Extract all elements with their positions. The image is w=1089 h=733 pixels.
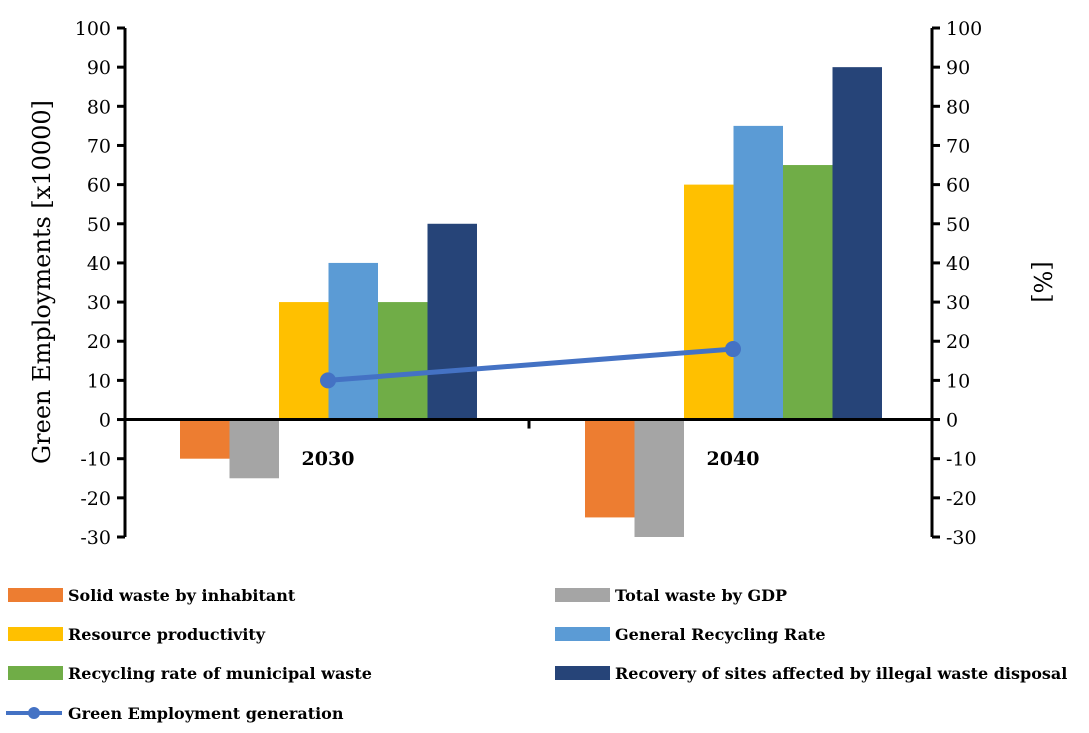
line-green-employment — [327, 346, 734, 383]
legend: Solid waste by inhabitant Total waste by … — [6, 586, 1067, 723]
bar-recovery-of-sites-affected-by-illegal-waste-disposal-2030 — [427, 223, 477, 420]
left-tick-label: -30 — [80, 527, 111, 549]
legend-label: Recycling rate of municipal waste — [68, 664, 372, 683]
legend-swatch — [555, 588, 610, 602]
bar-general-recycling-rate-2040 — [733, 125, 783, 420]
axes-group — [123, 28, 934, 537]
left-tick-label: 60 — [87, 175, 111, 197]
right-tick-label: 0 — [946, 410, 958, 432]
category-label-2030: 2030 — [302, 448, 355, 470]
left-tick-label: 100 — [75, 18, 111, 40]
legend-swatch — [555, 666, 610, 680]
category-label-2040: 2040 — [707, 448, 760, 470]
legend-swatch — [8, 627, 63, 641]
right-tick-label: 80 — [946, 96, 970, 118]
left-tick-label: 70 — [87, 135, 111, 157]
right-tick-label: -10 — [946, 449, 977, 471]
category-labels: 2030 2040 — [302, 448, 760, 470]
left-tick-label: 50 — [87, 214, 111, 236]
legend-label: Green Employment generation — [68, 704, 344, 723]
bar-resource-productivity-2030 — [279, 302, 329, 420]
right-tick-label: 60 — [946, 175, 970, 197]
bar-recycling-rate-of-municipal-waste-2030 — [378, 302, 428, 420]
legend-swatch — [8, 588, 63, 602]
right-tick-label: 50 — [946, 214, 970, 236]
y2-axis-title: [%] — [1028, 261, 1056, 303]
right-tick-label: 100 — [946, 18, 982, 40]
legend-swatch — [8, 666, 63, 680]
bars-group — [180, 67, 882, 537]
legend-label: Solid waste by inhabitant — [68, 586, 296, 605]
right-tick-label: -20 — [946, 488, 977, 510]
legend-label: Resource productivity — [68, 625, 266, 644]
y-axis-title: Green Employments [x10000] — [28, 100, 56, 464]
left-tick-label: 30 — [87, 292, 111, 314]
right-tick-label: -30 — [946, 527, 977, 549]
right-tick-label: 30 — [946, 292, 970, 314]
legend-swatch — [555, 627, 610, 641]
bar-solid-waste-by-inhabitant-2030 — [180, 419, 230, 459]
right-tick-label: 90 — [946, 57, 970, 79]
bar-recycling-rate-of-municipal-waste-2040 — [783, 165, 833, 420]
left-tick-label: 80 — [87, 96, 111, 118]
bar-total-waste-by-gdp-2030 — [229, 419, 279, 479]
legend-line-marker — [28, 707, 40, 719]
left-tick-label: 10 — [87, 370, 111, 392]
right-tick-label: 20 — [946, 331, 970, 353]
line-point-2040 — [725, 341, 741, 358]
left-tick-label: 90 — [87, 57, 111, 79]
legend-label: General Recycling Rate — [615, 625, 826, 644]
bar-recovery-of-sites-affected-by-illegal-waste-disposal-2040 — [832, 67, 882, 420]
left-tick-label: 40 — [87, 253, 111, 275]
line-series-group — [320, 341, 741, 389]
left-tick-label: 20 — [87, 331, 111, 353]
left-tick-label: -10 — [80, 449, 111, 471]
bar-total-waste-by-gdp-2040 — [634, 419, 684, 537]
right-tick-label: 10 — [946, 370, 970, 392]
line-point-2030 — [320, 372, 336, 389]
legend-label: Recovery of sites affected by illegal wa… — [615, 664, 1067, 683]
bar-general-recycling-rate-2030 — [328, 262, 378, 420]
bar-resource-productivity-2040 — [684, 184, 734, 420]
left-tick-label: 0 — [99, 410, 111, 432]
right-tick-label: 70 — [946, 135, 970, 157]
right-tick-label: 40 — [946, 253, 970, 275]
left-tick-label: -20 — [80, 488, 111, 510]
bar-solid-waste-by-inhabitant-2040 — [585, 419, 635, 518]
legend-label: Total waste by GDP — [615, 586, 787, 605]
